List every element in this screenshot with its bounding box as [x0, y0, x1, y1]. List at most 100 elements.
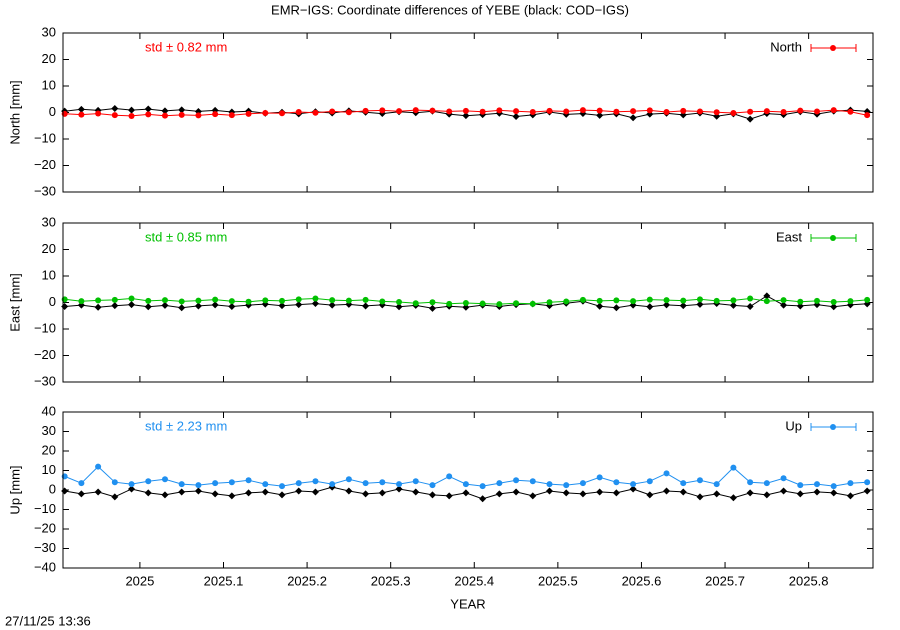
y-axis-label: North [mm]: [7, 80, 22, 144]
point: [479, 108, 486, 115]
point: [429, 107, 436, 114]
point: [379, 107, 386, 114]
point: [278, 302, 286, 310]
point: [111, 296, 118, 303]
point: [747, 295, 754, 302]
y-tick-label: −10: [34, 501, 56, 516]
point: [145, 111, 152, 118]
point: [579, 480, 586, 487]
point: [663, 301, 671, 309]
point: [429, 299, 436, 306]
point: [212, 111, 219, 118]
y-tick-label: 40: [42, 403, 56, 418]
point: [329, 108, 336, 115]
point: [780, 475, 787, 482]
point: [78, 111, 85, 118]
point: [345, 476, 352, 483]
point: [111, 105, 119, 113]
point: [228, 479, 235, 486]
point: [563, 298, 570, 305]
point: [579, 107, 586, 114]
point: [629, 485, 637, 493]
point: [428, 491, 436, 499]
std-annotation: std ± 0.82 mm: [145, 39, 227, 54]
point: [178, 304, 186, 312]
point: [362, 490, 370, 498]
point: [746, 302, 754, 310]
point: [546, 299, 553, 306]
point: [780, 297, 787, 304]
chart-title: EMR−IGS: Coordinate differences of YEBE …: [271, 2, 629, 17]
y-tick-label: −30: [34, 373, 56, 388]
x-tick-label: 2025.4: [454, 573, 494, 588]
point: [864, 296, 871, 303]
std-annotation: std ± 0.85 mm: [145, 229, 227, 244]
point: [128, 295, 135, 302]
point: [412, 478, 419, 485]
point: [813, 481, 820, 488]
y-tick-label: 30: [42, 24, 56, 39]
y-tick-label: −40: [34, 559, 56, 574]
point: [864, 112, 871, 119]
point: [396, 481, 403, 488]
point: [245, 110, 252, 117]
point: [512, 112, 520, 120]
point: [813, 297, 820, 304]
point: [245, 298, 252, 305]
y-tick-label: −20: [34, 347, 56, 362]
point: [847, 108, 854, 115]
point: [513, 300, 520, 307]
point: [312, 109, 319, 116]
point: [713, 481, 720, 488]
legend-marker: [830, 235, 836, 241]
point: [646, 296, 653, 303]
point: [362, 296, 369, 303]
point: [295, 480, 302, 487]
point: [646, 107, 653, 114]
point: [864, 479, 871, 486]
point: [161, 112, 168, 119]
point: [730, 110, 737, 117]
point: [161, 476, 168, 483]
point: [763, 108, 770, 115]
point: [462, 303, 470, 311]
point: [563, 108, 570, 115]
point: [446, 473, 453, 480]
y-tick-label: −20: [34, 157, 56, 172]
point: [178, 106, 186, 114]
point: [211, 301, 219, 309]
point: [747, 479, 754, 486]
point: [630, 481, 637, 488]
point: [446, 108, 453, 115]
point: [546, 481, 553, 488]
y-tick-label: −20: [34, 520, 56, 535]
point: [194, 302, 202, 310]
point: [579, 490, 587, 498]
point: [513, 108, 520, 115]
point: [830, 483, 837, 490]
y-tick-label: 10: [42, 77, 56, 92]
point: [663, 487, 671, 495]
point: [178, 488, 186, 496]
point: [646, 478, 653, 485]
x-tick-label: 2025.1: [204, 573, 244, 588]
point: [161, 107, 169, 115]
point: [195, 112, 202, 119]
x-tick-label: 2025: [125, 573, 154, 588]
legend-label: North: [770, 39, 802, 54]
point: [61, 487, 69, 495]
point: [847, 480, 854, 487]
point: [262, 110, 269, 117]
point: [462, 489, 470, 497]
point: [830, 303, 838, 311]
y-tick-label: 20: [42, 442, 56, 457]
point: [546, 107, 553, 114]
point: [395, 485, 403, 493]
point: [713, 297, 720, 304]
point: [311, 300, 319, 308]
point: [729, 494, 737, 502]
point: [161, 301, 169, 309]
x-tick-label: 2025.3: [371, 573, 411, 588]
point: [329, 297, 336, 304]
